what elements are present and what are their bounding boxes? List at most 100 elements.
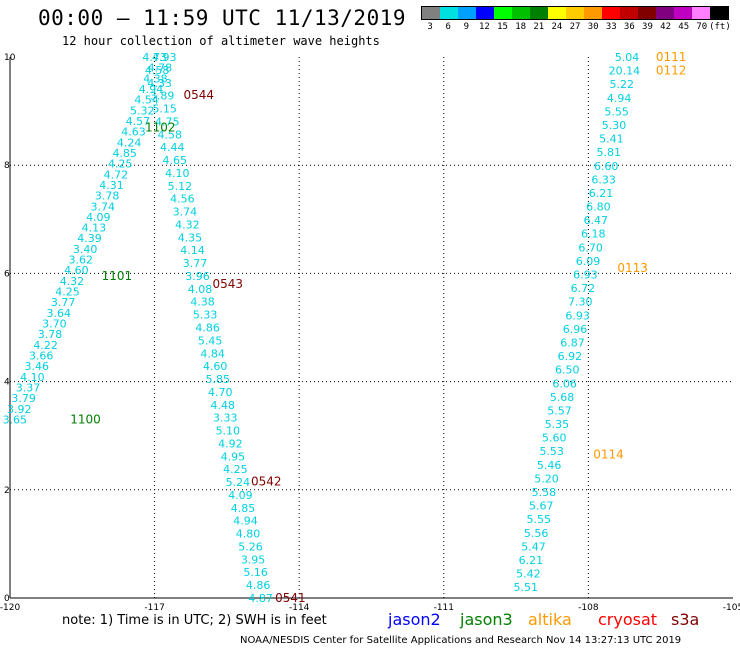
- legend-satellite-jason3: jason3: [460, 610, 513, 629]
- wave-height-value: 4.72: [104, 168, 129, 181]
- wave-height-value: 6.80: [586, 201, 611, 214]
- footnote: note: 1) Time is in UTC; 2) SWH is in fe…: [62, 613, 327, 628]
- wave-height-value: 3.65: [3, 413, 28, 426]
- wave-height-value: 4.60: [64, 264, 89, 277]
- wave-height-value: 3.74: [173, 206, 198, 219]
- wave-height-value: 5.26: [238, 540, 263, 553]
- x-tick-label: -105: [723, 603, 740, 613]
- wave-height-value: 5.53: [539, 445, 564, 458]
- wave-height-value: 3.64: [47, 307, 72, 320]
- wave-height-value: 5.04: [615, 51, 640, 64]
- wave-height-value: 5.68: [550, 391, 575, 404]
- wave-height-value: 4.35: [178, 231, 203, 244]
- wave-height-value: 3.46: [25, 360, 50, 373]
- wave-height-value: 4.22: [33, 339, 58, 352]
- wave-height-value: 4.32: [60, 275, 85, 288]
- wave-height-value: 6.21: [589, 187, 614, 200]
- wave-height-value: 3.96: [185, 270, 210, 283]
- color-scale-label: 42: [660, 22, 671, 32]
- color-swatch: [602, 7, 620, 19]
- color-swatch: [458, 7, 476, 19]
- wave-height-value: 3.78: [95, 190, 120, 203]
- wave-height-value: 5.55: [604, 105, 629, 118]
- color-scale-label: 15: [497, 22, 508, 32]
- wave-height-value: 6.06: [552, 377, 577, 390]
- color-scale-label: 27: [569, 22, 581, 32]
- wave-height-value: 4.84: [200, 347, 225, 360]
- color-scale-label: 24: [551, 22, 563, 32]
- wave-height-value: 3.79: [11, 392, 36, 405]
- wave-height-value: 5.45: [198, 334, 223, 347]
- wave-height-value: 5.22: [610, 78, 635, 91]
- color-swatch: [692, 7, 710, 19]
- color-scale-label: 9: [463, 22, 469, 32]
- wave-height-value: 4.63: [121, 126, 146, 139]
- wave-height-value: 4.25: [223, 463, 248, 476]
- wave-height-value: 3.95: [241, 553, 266, 566]
- wave-height-value: 5.56: [524, 527, 549, 540]
- wave-height-value: 6.93: [565, 309, 590, 322]
- pass-time-label: 0541: [275, 591, 306, 605]
- wave-height-value: 3.37: [16, 381, 41, 394]
- legend-satellite-jason2: jason2: [388, 610, 441, 629]
- color-scale-label: 70: [696, 22, 708, 32]
- wave-height-value: 4.38: [190, 296, 215, 309]
- pass-time-label: 0542: [251, 475, 282, 489]
- wave-height-value: 4.94: [607, 92, 632, 105]
- wave-height-value: 4.44: [160, 141, 185, 154]
- y-tick-label: 10: [4, 53, 16, 63]
- wave-height-value: 5.30: [602, 119, 627, 132]
- color-scale-label: 30: [587, 22, 599, 32]
- wave-height-value: 4.85: [112, 147, 137, 160]
- color-swatch: [494, 7, 512, 19]
- color-swatch: [584, 7, 602, 19]
- x-tick-label: -117: [144, 603, 164, 613]
- wave-height-value: 3.92: [7, 403, 32, 416]
- wave-height-value: 4.93: [152, 51, 177, 64]
- legend-satellite-s3a: s3a: [671, 610, 700, 629]
- wave-height-value: 4.33: [147, 77, 172, 90]
- pass-time-label: 0111: [656, 50, 687, 64]
- wave-height-value: 4.10: [165, 167, 190, 180]
- wave-height-value: 4.39: [77, 232, 102, 245]
- wave-height-value: 6.60: [594, 160, 619, 173]
- wave-height-value: 5.42: [516, 568, 541, 581]
- credit-footer: NOAA/NESDIS Center for Satellite Applica…: [240, 635, 682, 646]
- y-tick-label: 8: [4, 161, 10, 171]
- pass-time-label: 1101: [102, 269, 133, 283]
- color-swatch: [422, 7, 440, 19]
- color-swatch: [566, 7, 584, 19]
- legend-satellite-altika: altika: [528, 610, 572, 629]
- color-scale-label: 45: [678, 22, 690, 32]
- color-swatch: [512, 7, 530, 19]
- color-scale-label: (ft): [709, 22, 731, 32]
- wave-height-value: 5.58: [532, 486, 557, 499]
- color-swatch: [674, 7, 692, 19]
- wave-height-value: 4.25: [108, 158, 133, 171]
- wave-height-value: 4.56: [170, 193, 195, 206]
- wave-height-value: 3.66: [29, 350, 54, 363]
- wave-height-value: 5.35: [545, 418, 570, 431]
- wave-height-value: 5.33: [193, 309, 218, 322]
- wave-height-value: 3.40: [73, 243, 98, 256]
- pass-time-label: 1100: [70, 412, 101, 426]
- color-swatch: [710, 7, 728, 19]
- wave-height-value: 4.13: [82, 222, 107, 235]
- wave-height-value: 6.92: [558, 350, 583, 363]
- wave-height-value: 4.86: [195, 322, 220, 335]
- color-swatch: [548, 7, 566, 19]
- wave-height-value: 6.50: [555, 364, 580, 377]
- wave-height-value: 4.60: [203, 360, 228, 373]
- color-scale-label: 6: [445, 22, 451, 32]
- wave-height-value: 4.94: [139, 83, 164, 96]
- pass-time-label: 0113: [617, 261, 648, 275]
- x-tick-label: -120: [0, 603, 20, 613]
- x-tick-label: -108: [578, 603, 599, 613]
- color-swatch: [656, 7, 674, 19]
- wave-height-value: 4.14: [180, 244, 205, 257]
- color-scale-label: 39: [642, 22, 653, 32]
- wave-height-value: 3.77: [51, 296, 76, 309]
- wave-height-value: 20.14: [609, 65, 641, 78]
- wave-height-value: 5.60: [542, 432, 567, 445]
